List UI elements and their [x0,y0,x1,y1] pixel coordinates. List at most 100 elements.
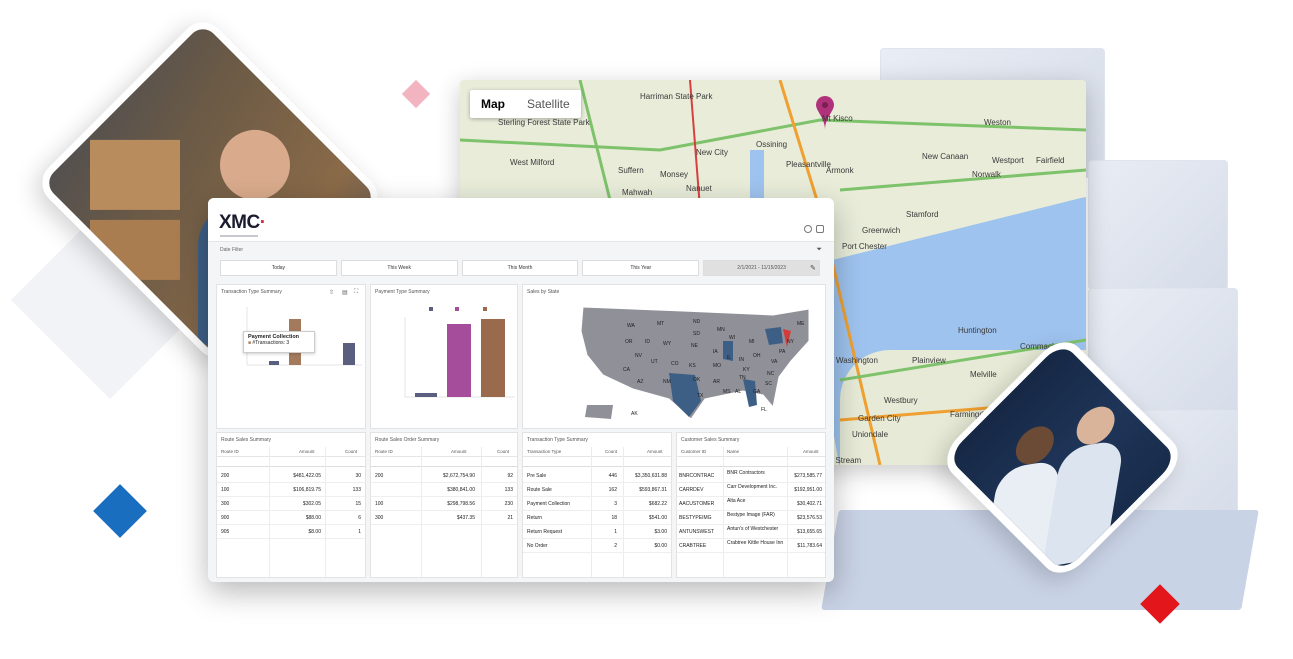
route-sales-table: Route Sales Summary Route ID Amount Coun… [216,432,366,578]
pink-diamond [401,79,431,109]
table-cell: Crabtree Kittle House Inn [727,540,784,546]
filter-today-button[interactable]: Today [220,260,337,276]
map-place-label: Garden City [858,414,901,423]
map-place-label: Armonk [826,166,854,175]
table-cell: No Order [527,543,548,549]
table-row[interactable]: No Order 2 $0.00 [523,539,671,553]
dashboard-window: XMC· Date Filter ⏷ Today This Week This … [208,198,834,582]
map-tab-map[interactable]: Map [481,97,505,111]
table-row[interactable]: CRABTREE Crabtree Kittle House Inn $11,783… [677,539,825,553]
table-row[interactable]: AACUSTOMER Alta Ace $30,402.71 [677,497,825,511]
map-place-label: Plainview [912,356,946,365]
table-cell: $8.00 [308,529,321,535]
table-row[interactable]: 200 $2,672,754.90 92 [371,469,517,483]
edit-pencil-icon[interactable]: ✎ [810,265,816,272]
table-cell: ANTUNSWEST [679,529,714,535]
table-row[interactable]: 900 $88.00 6 [217,511,365,525]
state-label: IL [727,355,732,361]
state-label: IN [739,357,744,363]
panel-title: Transaction Type Summary [221,289,282,295]
table-cell: $273,585.77 [794,473,822,479]
settings-icon[interactable] [804,225,812,233]
route-sales-order-table: Route Sales Order Summary Route ID Amoun… [370,432,518,578]
chart-tooltip: Payment Collection ■ #Transactions: 3 [243,331,315,353]
state-label: AK [631,411,638,417]
table-row[interactable]: Return Request 1 $3.00 [523,525,671,539]
table-cell: 162 [608,487,617,493]
date-range-input[interactable]: 2/1/2021 - 11/15/2023 [703,260,820,276]
state-label: KS [689,363,696,369]
table-cell: 30 [355,473,361,479]
table-row[interactable]: CARRDEV Carr Development Inc. $192,951.00 [677,483,825,497]
state-label: GA [753,389,761,395]
filter-this-month-button[interactable]: This Month [461,260,579,276]
map-tab-satellite[interactable]: Satellite [527,97,570,111]
filter-this-year-button[interactable]: This Year [582,260,700,276]
table-cell: $682.22 [648,501,667,507]
export-icon[interactable]: ⇧ [329,290,335,296]
filter-this-week-button[interactable]: This Week [340,260,458,276]
table-row[interactable]: Route Sale 162 $593,867.31 [523,483,671,497]
filter-icon[interactable]: ⏷ [816,246,822,253]
table-filter-row[interactable] [677,457,825,467]
table-filter-row[interactable] [217,457,365,467]
table-filter-row[interactable] [371,457,517,467]
table-cell: 446 [608,473,617,479]
state-label: WA [627,323,635,329]
map-place-label: Nanuet [686,184,712,193]
table-cell: $106,819.75 [293,487,321,493]
table-row[interactable]: BNRCONTRAC BNR Contractors $273,585.77 [677,469,825,483]
table-row[interactable]: 100 $298,798.56 230 [371,497,517,511]
table-cell: 15 [355,501,361,507]
table-cell: $541.00 [648,515,667,521]
table-row[interactable]: Return 18 $541.00 [523,511,671,525]
state-label: ID [645,339,650,345]
expand-icon[interactable]: ⛶ [354,289,359,295]
table-row[interactable]: 200 $481,422.05 30 [217,469,365,483]
map-pin-icon[interactable] [816,96,834,130]
table-cell: 1 [614,529,617,535]
state-label: SC [765,381,772,387]
table-row[interactable]: BESTYPEIMG Bestype Image (FAR) $23,576.53 [677,511,825,525]
table-cell: Alta Ace [727,498,746,504]
table-row[interactable]: Payment Collection 3 $682.22 [523,497,671,511]
state-label: UT [651,359,658,365]
table-row[interactable]: ANTUNSWEST Antun's of Westchester $13,655.… [677,525,825,539]
table-cell: 900 [221,515,230,521]
sales-by-state-panel: Sales by State WA MT ND OR ID SD WY MN NE NV UT CO K… [522,284,826,429]
panel-title: Customer Sales Summary [681,437,740,443]
table-cell: 3 [614,501,617,507]
table-cell: $593,867.31 [639,487,667,493]
table-cell: $3.00 [654,529,667,535]
transaction-type-bars [246,307,362,366]
state-label: PA [779,349,786,355]
table-filter-row[interactable] [523,457,671,467]
table-row[interactable]: 300 $302.05 15 [217,497,365,511]
table-row[interactable]: $380,841.00 133 [371,483,517,497]
state-label: KY [743,367,750,373]
state-label: MT [657,321,665,327]
date-filter-label: Date Filter [220,247,244,253]
state-label: SD [693,331,700,337]
state-label: OH [753,353,761,359]
map-place-label: Suffern [618,166,644,175]
table-row[interactable]: 905 $8.00 1 [217,525,365,539]
table-view-icon[interactable]: ▤ [342,290,348,296]
table-cell: 1 [358,529,361,535]
table-cell: $88.00 [305,515,321,521]
state-label: NY [787,339,794,345]
map-place-label: Valley Stream [812,456,862,465]
us-state-map[interactable] [573,301,813,421]
table-cell: CARRDEV [679,487,704,493]
table-row[interactable]: Pre Sale 446 $3,350,631.88 [523,469,671,483]
user-icon[interactable] [816,225,824,233]
table-cell: $302.05 [302,501,321,507]
map-place-label: Weston [984,118,1011,127]
payment-type-chart-panel: Payment Type Summary [370,284,518,429]
table-cell: 200 [375,473,384,479]
map-place-label: Westbury [884,396,918,405]
table-row[interactable]: 300 $437.35 21 [371,511,517,525]
map-place-label: Mahwah [622,188,653,197]
table-row[interactable]: 100 $106,819.75 133 [217,483,365,497]
table-cell: 18 [611,515,617,521]
